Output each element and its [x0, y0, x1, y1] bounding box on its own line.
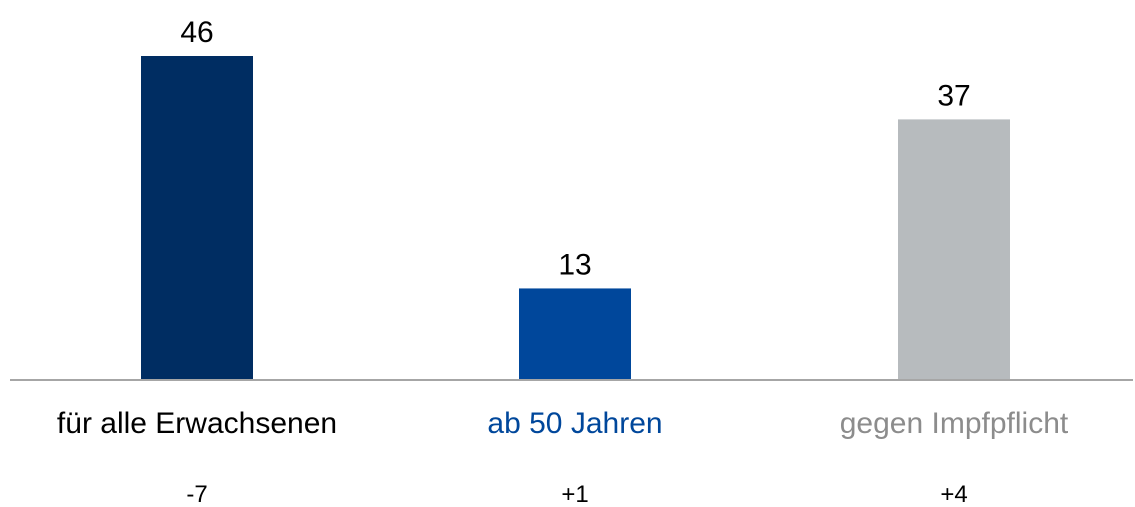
value-label-3: 37 — [937, 79, 970, 112]
bar-2 — [519, 288, 631, 380]
bar-1 — [141, 56, 253, 380]
category-label-2: ab 50 Jahren — [487, 407, 662, 440]
change-label-3: +4 — [940, 481, 967, 507]
value-label-1: 46 — [180, 16, 213, 49]
category-label-1: für alle Erwachsenen — [57, 407, 337, 440]
value-labels-group: 46 13 37 — [180, 16, 970, 281]
bars-group — [141, 56, 1010, 381]
bar-3 — [898, 119, 1010, 381]
value-label-2: 13 — [558, 248, 591, 281]
category-labels-group: für alle Erwachsenen ab 50 Jahren gegen Im… — [57, 407, 1069, 440]
change-label-1: -7 — [186, 481, 207, 507]
category-label-3: gegen Impfpflicht — [840, 407, 1069, 440]
change-label-2: +1 — [561, 481, 588, 507]
change-labels-group: -7 +1 +4 — [186, 481, 967, 507]
